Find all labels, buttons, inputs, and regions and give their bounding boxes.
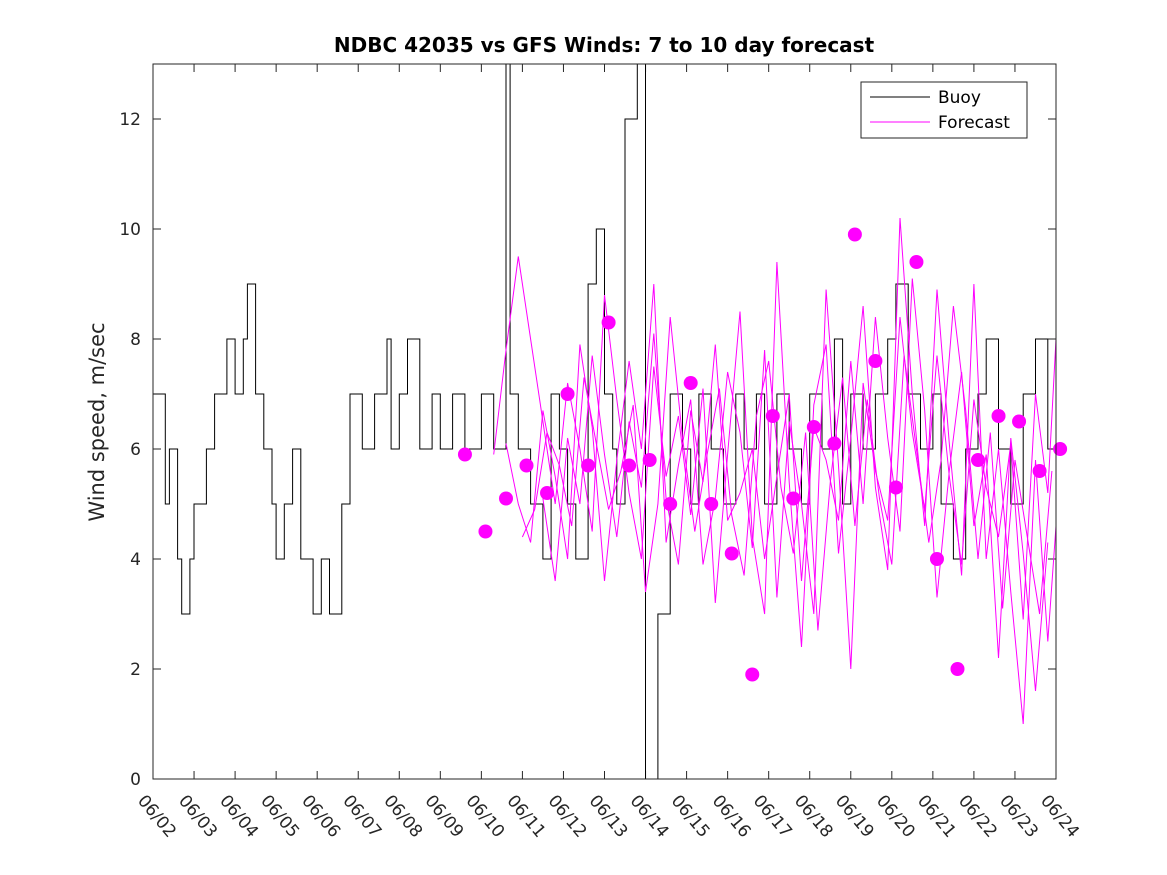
forecast-point	[1012, 414, 1027, 429]
x-tick-label: 06/11	[503, 791, 550, 841]
x-tick-label: 06/06	[297, 791, 344, 841]
forecast-point	[663, 497, 678, 511]
x-tick-label: 06/12	[544, 791, 591, 841]
legend-forecast-label: Forecast	[938, 113, 1010, 133]
forecast-point	[1032, 464, 1047, 478]
y-tick-label: 12	[119, 110, 141, 130]
x-tick-label: 06/10	[462, 791, 509, 841]
x-tick-label: 06/15	[667, 791, 714, 841]
forecast-point	[519, 458, 534, 473]
x-tick-label: 06/14	[626, 791, 673, 841]
x-tick-label: 06/18	[790, 791, 837, 841]
forecast-point	[642, 453, 657, 467]
y-tick-label: 4	[130, 550, 141, 570]
y-tick-label: 10	[119, 220, 141, 240]
forecast-point	[478, 524, 493, 539]
forecast-point	[683, 376, 698, 390]
legend-box	[860, 81, 1028, 139]
x-tick-label: 06/07	[338, 791, 385, 841]
forecast-point	[929, 552, 944, 566]
x-tick-label: 06/05	[256, 791, 303, 841]
x-tick-label: 06/04	[215, 791, 262, 841]
x-tick-label: 06/20	[872, 791, 919, 841]
chart-title: NDBC 42035 vs GFS Winds: 7 to 10 day for…	[334, 33, 875, 57]
y-axis-label: Wind speed, m/sec	[85, 322, 109, 521]
forecast-point	[1053, 442, 1068, 456]
x-tick-label: 06/22	[954, 791, 1001, 841]
forecast-point	[971, 453, 986, 467]
x-tick-label: 06/19	[831, 791, 878, 841]
y-tick-label: 2	[130, 660, 141, 680]
data-series	[153, 63, 1068, 780]
x-tick-label: 06/02	[133, 791, 180, 841]
forecast-point	[950, 662, 965, 676]
x-tick-label: 06/09	[420, 791, 467, 841]
forecast-point	[622, 458, 637, 473]
forecast-line-2	[505, 283, 1057, 670]
forecast-point	[540, 486, 555, 500]
forecast-point	[724, 546, 739, 561]
forecast-point	[601, 315, 616, 330]
x-tick-label: 06/24	[1036, 791, 1083, 841]
x-tick-label: 06/03	[174, 791, 221, 841]
forecast-point	[909, 255, 924, 269]
y-tick-label: 0	[130, 770, 141, 790]
x-tick-label: 06/08	[379, 791, 426, 841]
x-tick-label: 06/21	[913, 791, 960, 841]
forecast-point	[888, 480, 903, 495]
x-tick-label: 06/16	[708, 791, 755, 841]
forecast-point	[560, 387, 575, 401]
forecast-point	[581, 458, 596, 473]
forecast-point	[868, 354, 883, 368]
x-tick-label: 06/13	[585, 791, 632, 841]
forecast-line-1	[493, 217, 1057, 725]
forecast-point	[498, 491, 513, 506]
forecast-point	[847, 227, 862, 242]
x-tick-label: 06/23	[995, 791, 1042, 841]
forecast-point	[827, 436, 842, 451]
legend: Buoy Forecast	[860, 81, 1028, 139]
x-tick-label: 06/17	[749, 791, 796, 841]
forecast-line-4	[542, 278, 1049, 692]
forecast-point	[457, 447, 472, 462]
buoy-line	[153, 63, 1057, 780]
forecast-point	[786, 491, 801, 506]
forecast-point	[704, 497, 719, 511]
y-tick-label: 8	[130, 330, 141, 350]
y-tick-label: 6	[130, 440, 141, 460]
forecast-point	[745, 667, 760, 682]
forecast-point	[991, 409, 1006, 423]
plot-frame	[152, 63, 1057, 780]
legend-buoy-label: Buoy	[938, 88, 981, 108]
forecast-point	[765, 409, 780, 423]
forecast-point	[806, 420, 821, 434]
